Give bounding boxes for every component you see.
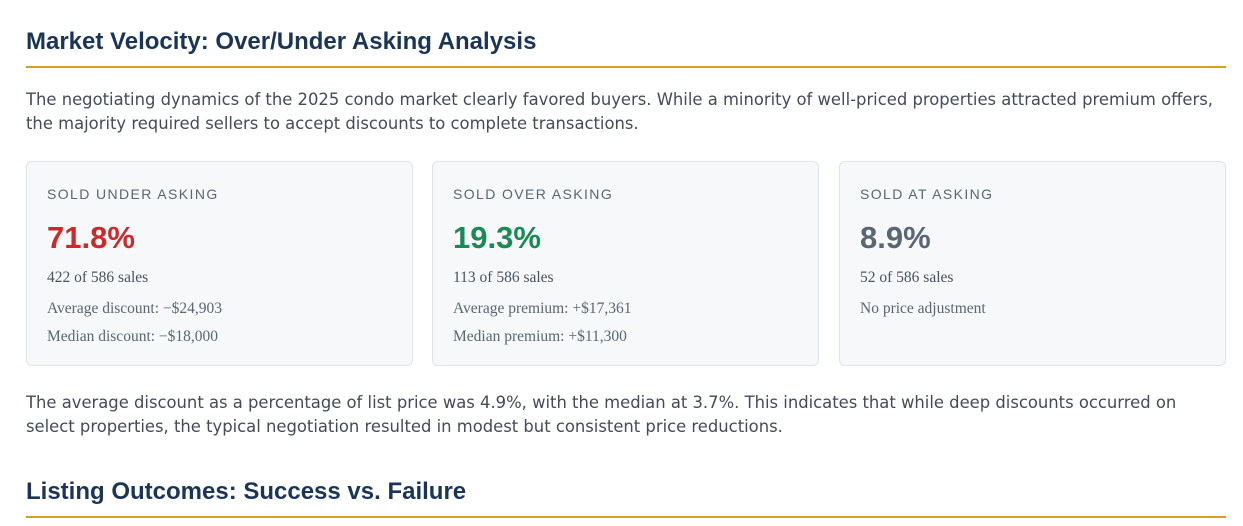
stat-card-value: 8.9% xyxy=(860,220,931,255)
stat-card-sold-at-asking: Sold At Asking 8.9% 52 of 586 sales No p… xyxy=(839,161,1226,366)
stat-card-sold-under-asking: Sold Under Asking 71.8% 422 of 586 sales… xyxy=(26,161,413,366)
section-title-market-velocity: Market Velocity: Over/Under Asking Analy… xyxy=(26,28,1226,68)
stat-card-median: Median discount: −$18,000 xyxy=(47,328,219,345)
stat-card-value: 19.3% xyxy=(453,220,541,255)
stat-card-average: Average premium: +$17,361 xyxy=(453,300,632,317)
intro-paragraph: The negotiating dynamics of the 2025 con… xyxy=(26,90,1213,133)
stat-card-count: 52 of 586 sales xyxy=(860,269,954,286)
stat-card-value: 71.8% xyxy=(47,220,135,255)
stat-card-count: 422 of 586 sales xyxy=(47,269,149,286)
stat-card-count: 113 of 586 sales xyxy=(453,269,554,286)
stat-card-note: No price adjustment xyxy=(860,300,986,317)
stat-card-label: Sold Over Asking xyxy=(453,186,614,202)
stat-card-sold-over-asking: Sold Over Asking 19.3% 113 of 586 sales … xyxy=(432,161,819,366)
stat-card-average: Average discount: −$24,903 xyxy=(47,300,223,317)
stat-card-label: Sold Under Asking xyxy=(47,186,219,202)
summary-paragraph: The average discount as a percentage of … xyxy=(26,393,1177,436)
section-title-listing-outcomes: Listing Outcomes: Success vs. Failure xyxy=(26,478,1226,518)
stat-card-label: Sold At Asking xyxy=(860,186,994,202)
stat-card-median: Median premium: +$11,300 xyxy=(453,328,627,345)
